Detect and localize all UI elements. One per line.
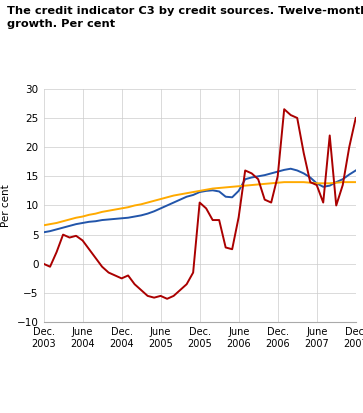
Y-axis label: Per cent: Per cent: [1, 184, 11, 227]
Text: The credit indicator C3 by credit sources. Twelve-month
growth. Per cent: The credit indicator C3 by credit source…: [7, 6, 363, 28]
